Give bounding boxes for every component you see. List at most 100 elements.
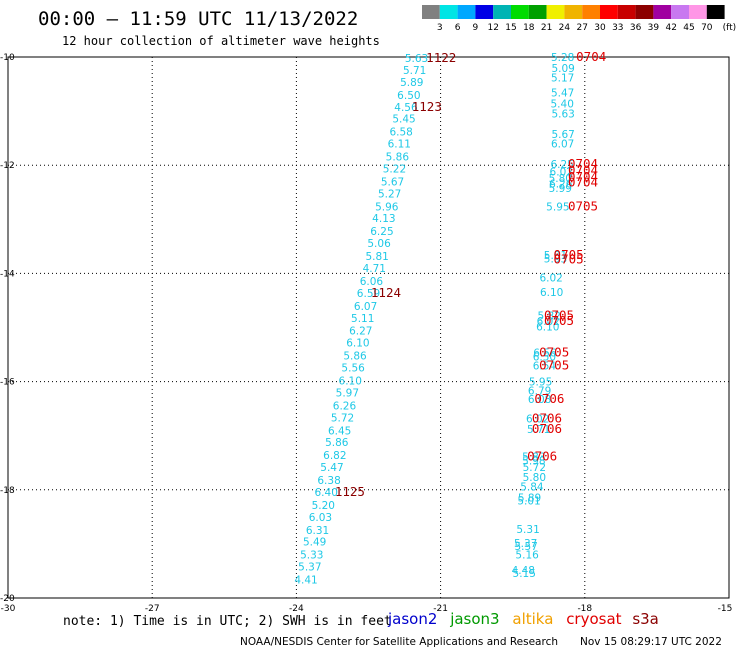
swh-point-s3a: 6.59 — [357, 288, 380, 300]
time-label-cryosat: 0704 — [568, 175, 598, 190]
swh-point-s3a: 6.45 — [328, 425, 351, 437]
footer-note: note: 1) Time is in UTC; 2) SWH is in fe… — [63, 614, 392, 629]
swh-point-cryosat: 5.82 — [538, 311, 561, 323]
swh-point-cryosat: 5.83 — [522, 451, 545, 463]
swh-point-s3a: 5.96 — [375, 201, 399, 213]
x-tick-label: -18 — [577, 604, 592, 614]
x-tick-label: -21 — [433, 604, 448, 614]
time-label-cryosat: 0704 — [568, 156, 598, 171]
swh-point-cryosat: 6.10 — [540, 287, 563, 299]
plot-grid — [8, 57, 729, 598]
time-label-s3a: 1124 — [371, 285, 401, 300]
sat-cryosat: cryosat — [566, 610, 621, 628]
swh-point-s3a: 5.86 — [325, 437, 349, 449]
time-label-cryosat: 0704 — [576, 49, 606, 64]
x-tick-label: -30 — [1, 604, 16, 614]
plot-frame — [7, 56, 730, 599]
swh-point-cryosat: 5.80 — [549, 173, 572, 185]
chart-title: 00:00 – 11:59 UTC 11/13/2022 — [38, 8, 358, 30]
swh-point-cryosat: 6.26 — [549, 179, 573, 191]
swh-point-s3a: 5.33 — [300, 550, 323, 562]
swh-point-cryosat: 5.89 — [518, 492, 541, 504]
swh-point-cryosat: 6.10 — [536, 321, 559, 333]
time-label-cryosat: 0704 — [568, 163, 598, 178]
swh-point-s3a: 6.58 — [389, 127, 412, 139]
swh-point-s3a: 5.86 — [343, 351, 367, 363]
swh-point-cryosat: 6.07 — [551, 139, 574, 151]
swh-point-cryosat: 6.02 — [550, 167, 573, 179]
swh-point-s3a: 6.27 — [349, 326, 372, 338]
swh-point-s3a: 5.63 — [405, 53, 428, 65]
swh-point-cryosat: 5.72 — [523, 462, 546, 474]
swh-point-cryosat: 6.08 — [528, 394, 551, 406]
swh-point-s3a: 6.26 — [333, 400, 357, 412]
y-tick-label: -16 — [0, 378, 15, 388]
swh-point-s3a: 5.11 — [351, 313, 374, 325]
swh-point-cryosat: 5.15 — [513, 568, 536, 580]
swh-point-s3a: 6.31 — [306, 525, 329, 537]
time-label-cryosat: 0705 — [554, 247, 584, 262]
swh-point-cryosat: 5.37 — [514, 538, 537, 550]
swh-point-s3a: 4.13 — [372, 213, 395, 225]
swh-point-s3a: 5.89 — [400, 77, 423, 89]
colorbar-label: 6 — [455, 23, 461, 33]
swh-point-s3a: 5.81 — [365, 251, 388, 263]
colorbar-swatch — [528, 5, 547, 19]
swh-point-cryosat: 6.79 — [528, 385, 551, 397]
swh-point-s3a: 5.72 — [331, 412, 354, 424]
swh-point-cryosat: 5.31 — [516, 524, 539, 536]
colorbar-label: 42 — [665, 23, 676, 33]
y-tick-label: -20 — [0, 594, 15, 604]
swh-point-cryosat: 6.50 — [533, 352, 556, 364]
footer-credit: NOAA/NESDIS Center for Satellite Applica… — [240, 636, 558, 648]
swh-point-s3a: 5.06 — [367, 238, 391, 250]
colorbar-swatch — [689, 5, 707, 19]
swh-point-s3a: 5.22 — [383, 163, 406, 175]
swh-point-s3a: 6.82 — [323, 450, 346, 462]
colorbar-label: 27 — [576, 23, 587, 33]
swh-point-s3a: 4.56 — [394, 102, 418, 114]
colorbar-swatch — [511, 5, 529, 19]
colorbar-swatch — [493, 5, 511, 19]
swh-point-cryosat: 6.02 — [537, 316, 560, 328]
sat-jason3: jason3 — [449, 610, 499, 628]
swh-point-s3a: 6.38 — [317, 475, 340, 487]
swh-point-cryosat: 5.16 — [515, 550, 539, 562]
swh-point-s3a: 5.86 — [386, 152, 410, 164]
swh-point-s3a: 4.41 — [294, 575, 317, 587]
colorbar-swatch — [564, 5, 583, 19]
colorbar-swatch — [439, 5, 458, 19]
y-tick-label: -12 — [0, 161, 15, 171]
swh-point-cryosat: 6.25 — [551, 159, 574, 171]
colorbar-swatch — [546, 5, 565, 19]
swh-point-s3a: 6.10 — [339, 376, 362, 388]
time-label-s3a: 1122 — [426, 50, 456, 65]
chart-subtitle: 12 hour collection of altimeter wave hei… — [62, 34, 380, 48]
swh-point-cryosat: 5.57 — [514, 541, 537, 553]
time-label-cryosat: 0705 — [539, 344, 569, 359]
sat-s3a: s3a — [632, 610, 659, 628]
swh-point-s3a: 5.27 — [378, 188, 401, 200]
swh-point-s3a: 5.56 — [341, 363, 365, 375]
time-label-cryosat: 0705 — [544, 308, 574, 323]
colorbar-swatch — [671, 5, 689, 19]
colorbar-label: 9 — [473, 23, 479, 33]
swh-point-cryosat: 6.56 — [533, 347, 557, 359]
colorbar-label: 36 — [630, 23, 642, 33]
colorbar-label: 24 — [559, 23, 571, 33]
swh-point-s3a: 6.06 — [360, 276, 384, 288]
swh-point-s3a: 5.67 — [381, 176, 404, 188]
time-label-cryosat: 0705 — [554, 251, 584, 266]
time-label-cryosat: 0706 — [534, 391, 564, 406]
colorbar-swatch — [582, 5, 600, 19]
colorbar-unit: (ft) — [723, 23, 737, 33]
colorbar-label: 21 — [541, 23, 552, 33]
colorbar-legend: 3 6 9 12 15 18 21 24 27 30 33 36 39 42 45 70 (ft) — [422, 5, 736, 33]
x-tick-label: -15 — [718, 604, 733, 614]
colorbar-label: 45 — [683, 23, 694, 33]
colorbar-label: 30 — [594, 23, 606, 33]
swh-point-cryosat: 5.93 — [544, 253, 567, 265]
axis-tick-labels: -30 -27 -24 -21 -18 -15 -10 -12 -14 -16 -18 -20 — [0, 53, 732, 614]
colorbar-label: 33 — [612, 23, 623, 33]
colorbar-swatch — [457, 5, 476, 19]
